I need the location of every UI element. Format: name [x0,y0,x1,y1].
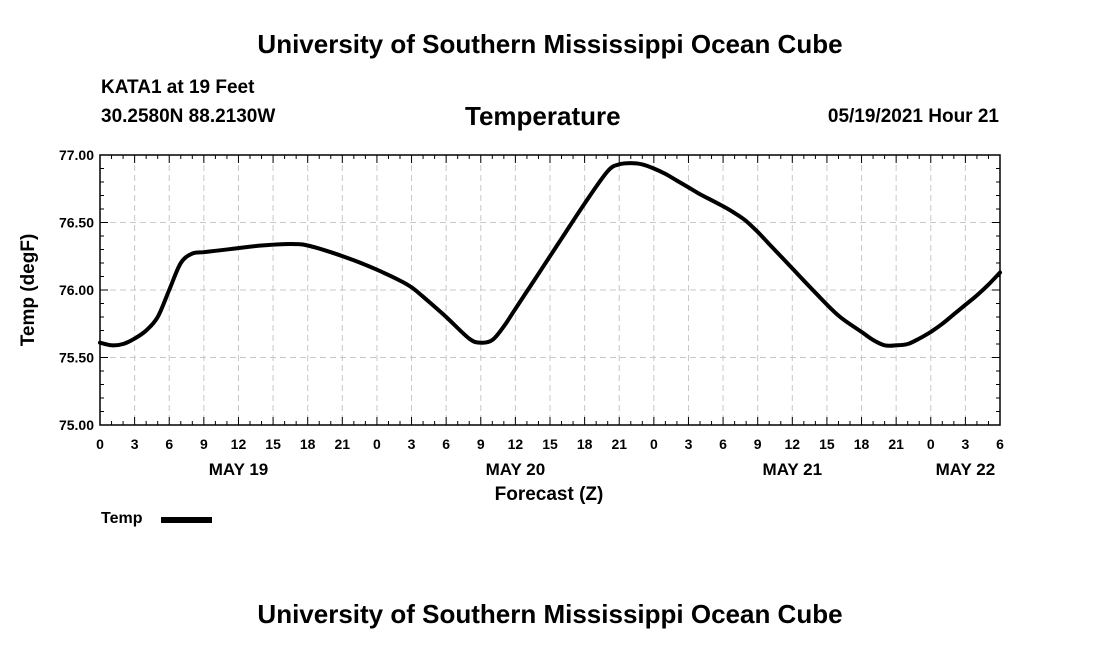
date-label: MAY 19 [209,460,269,479]
x-tick-label: 9 [200,436,208,452]
y-axis-title: Temp (degF) [18,234,39,347]
x-tick-label: 12 [508,436,524,452]
date-label: MAY 21 [763,460,823,479]
x-tick-label: 0 [96,436,104,452]
station-coordinates: 30.2580N 88.2130W [101,106,276,127]
x-tick-label: 18 [577,436,593,452]
x-tick-label: 18 [300,436,316,452]
x-tick-label: 0 [927,436,935,452]
x-tick-label: 0 [373,436,381,452]
parameter-title: Temperature [465,101,621,131]
x-tick-label: 21 [888,436,904,452]
chart-title: University of Southern Mississippi Ocean… [257,29,843,59]
date-label: MAY 22 [936,460,996,479]
footer-title: University of Southern Mississippi Ocean… [257,599,843,629]
x-axis-title: Forecast (Z) [495,484,604,505]
plot-frame [99,154,1001,426]
x-tick-label: 15 [542,436,558,452]
axis-labels: 0 3 6 9 12 15 18 21 0 3 6 9 12 15 18 21 0 3 6 9 12 15 18 21 0 3 6 7… [59,147,1004,479]
x-tick-label: 6 [719,436,727,452]
y-tick-label: 76.50 [59,215,94,231]
x-tick-label: 3 [131,436,139,452]
x-tick-label: 15 [819,436,835,452]
x-tick-label: 0 [650,436,658,452]
x-tick-label: 12 [785,436,801,452]
x-tick-label: 3 [408,436,416,452]
x-tick-label: 12 [231,436,247,452]
x-tick-label: 9 [477,436,485,452]
x-tick-label: 3 [685,436,693,452]
temp-series-line [98,161,1002,348]
legend-label: Temp [101,510,143,527]
x-tick-label: 15 [265,436,281,452]
x-tick-label: 21 [611,436,627,452]
forecast-datetime: 05/19/2021 Hour 21 [827,106,999,127]
y-tick-label: 77.00 [59,147,94,163]
grid [100,155,1000,425]
x-tick-label: 6 [442,436,450,452]
x-tick-label: 9 [754,436,762,452]
station-label: KATA1 at 19 Feet [101,77,255,98]
legend-swatch [161,517,212,523]
y-tick-label: 75.50 [59,350,94,366]
y-tick-label: 76.00 [59,282,94,298]
x-tick-label: 21 [335,436,351,452]
x-tick-label: 6 [996,436,1004,452]
x-tick-label: 6 [165,436,173,452]
x-tick-label: 3 [961,436,969,452]
y-tick-label: 75.00 [59,417,94,433]
x-tick-label: 18 [854,436,870,452]
date-label: MAY 20 [486,460,546,479]
